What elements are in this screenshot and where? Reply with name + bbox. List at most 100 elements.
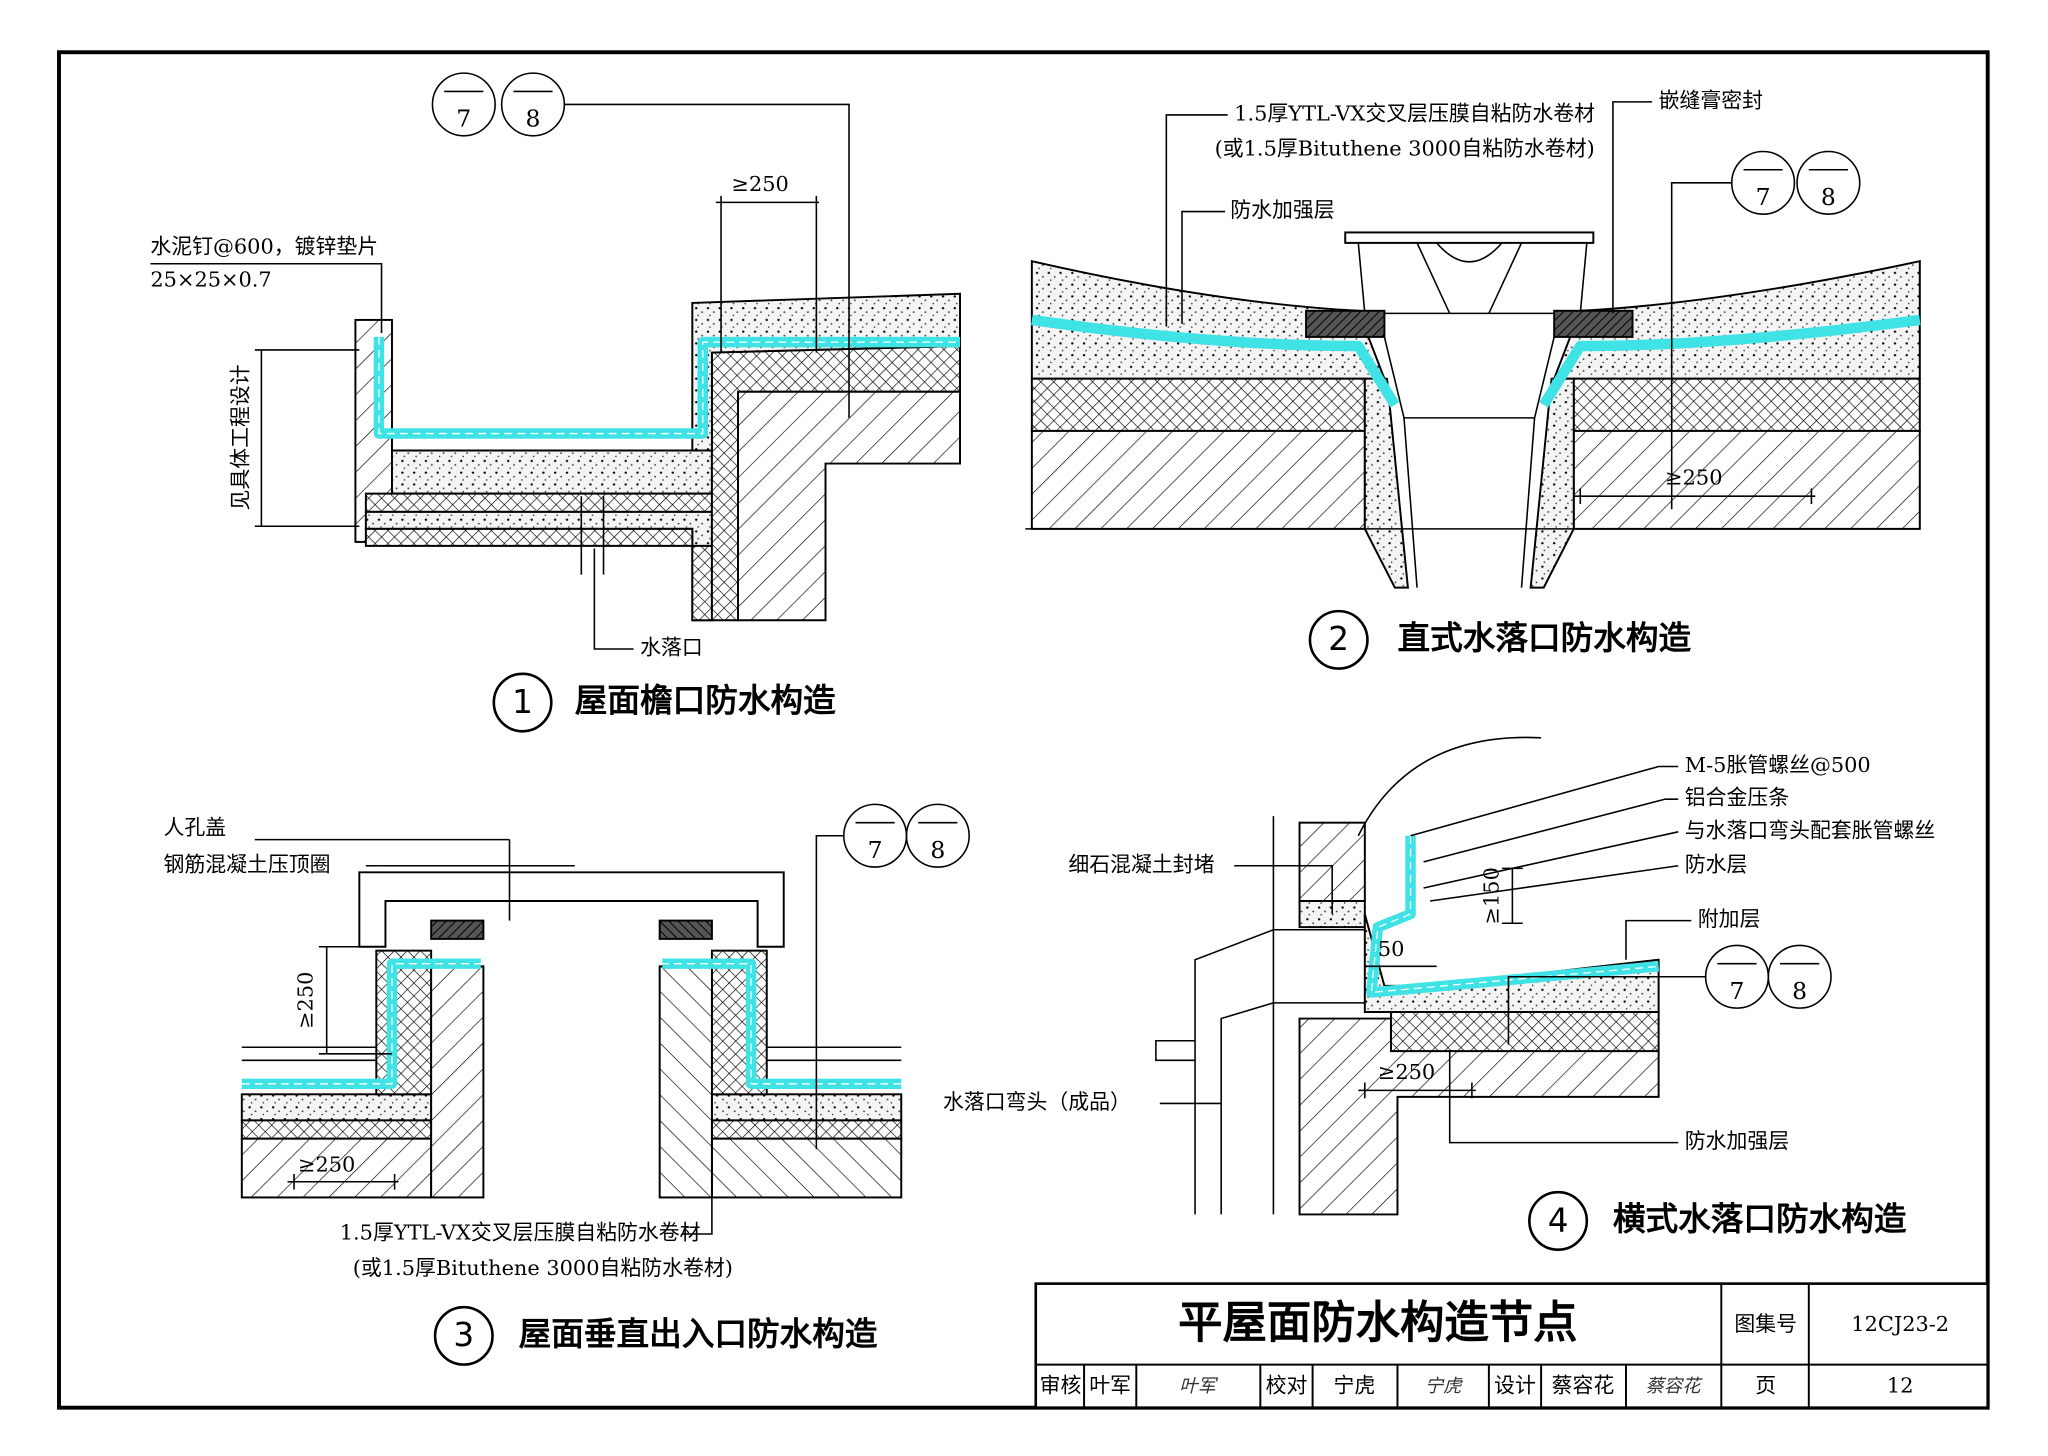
leader	[1448, 1051, 1679, 1144]
sheet-title: 平屋面防水构造节点	[1178, 1297, 1577, 1348]
designer: 蔡容花	[1552, 1373, 1615, 1397]
dimension	[1573, 488, 1816, 505]
label: 25×25×0.7	[150, 267, 271, 291]
label: ≥250	[1665, 466, 1722, 490]
screed	[390, 449, 713, 495]
label: ≥250	[731, 172, 788, 196]
ref-label: 8	[930, 836, 945, 864]
leader	[1625, 919, 1692, 960]
slab	[710, 1137, 903, 1199]
membrane	[1031, 314, 1400, 408]
membrane-line	[378, 336, 961, 435]
curb-wall	[430, 965, 485, 1199]
ref-label: 7	[868, 836, 883, 864]
ref-circle	[1796, 150, 1861, 215]
reviewer-signature: 叶军	[1179, 1376, 1218, 1397]
title-block-grid	[1035, 1283, 1988, 1408]
ref-label: 8	[1792, 977, 1807, 1005]
detail-title: 屋面檐口防水构造	[575, 682, 836, 720]
checker-label: 校对	[1266, 1373, 1308, 1397]
curb-right	[658, 919, 903, 1199]
label: ≥250	[1378, 1060, 1435, 1084]
ref-label: 7	[1756, 183, 1771, 211]
dimension	[287, 1173, 399, 1190]
dimension	[1501, 867, 1523, 925]
slab	[240, 1137, 433, 1199]
dimension	[318, 945, 392, 1055]
atlas-label: 图集号	[1734, 1312, 1797, 1336]
label: (或1.5厚Bituthene 3000自粘防水卷材)	[353, 1256, 733, 1280]
leader	[815, 834, 844, 1150]
ref-circle	[905, 803, 970, 868]
detail-title: 直式水落口防水构造	[1397, 619, 1691, 657]
label: (或1.5厚Bituthene 3000自粘防水卷材)	[1215, 137, 1595, 161]
leader	[1234, 864, 1333, 915]
ref-circle	[431, 72, 496, 137]
atlas-no: 12CJ23-2	[1851, 1312, 1949, 1336]
membrane-line	[1370, 835, 1659, 994]
label: 附加层	[1698, 907, 1761, 931]
designer-signature: 蔡容花	[1646, 1376, 1704, 1397]
membrane-line	[662, 963, 902, 1085]
screed	[691, 292, 961, 452]
label: 50	[1378, 937, 1405, 961]
leader	[580, 496, 634, 650]
dimension	[1358, 1082, 1476, 1099]
checker-signature: 宁虎	[1425, 1376, 1463, 1397]
leader	[1612, 101, 1653, 314]
dimension	[715, 195, 819, 353]
ref-circle	[500, 72, 566, 137]
drain-head	[1357, 242, 1588, 315]
detail-number: 4	[1548, 1201, 1569, 1239]
curb-left	[240, 919, 485, 1199]
leader	[1165, 114, 1228, 327]
leader	[564, 103, 850, 418]
ref-label: 8	[1821, 183, 1836, 211]
membrane-line	[241, 963, 481, 1085]
label: 1.5厚YTL-VX交叉层压膜自粘防水卷材	[340, 1221, 701, 1245]
leader	[681, 1149, 713, 1235]
curb-insulation	[375, 949, 433, 1096]
label: 水落口弯头（成品）	[943, 1090, 1131, 1114]
leader	[1507, 975, 1706, 1045]
label: 与水落口弯头配套胀管螺丝	[1685, 818, 1936, 842]
ring	[430, 919, 485, 940]
detail-title: 横式水落口防水构造	[1613, 1200, 1907, 1238]
drain-elbow	[1155, 736, 1542, 1215]
insulation	[240, 1119, 433, 1140]
label: 防水加强层	[1230, 198, 1334, 222]
page-number: 12	[1887, 1373, 1914, 1397]
sealant	[1553, 309, 1634, 338]
label: 嵌缝膏密封	[1659, 88, 1763, 112]
slab	[737, 390, 961, 622]
membrane	[1539, 314, 1921, 408]
label: 水落口	[640, 635, 703, 659]
slab	[1030, 429, 1366, 530]
label: 见具体工程设计	[228, 364, 252, 510]
leader	[1410, 765, 1679, 902]
ref-label: 8	[526, 105, 541, 133]
detail-number-circle	[1528, 1190, 1589, 1251]
detail-number: 2	[1328, 620, 1349, 658]
leader	[1181, 210, 1226, 324]
detail-4: M-5胀管螺丝@500 铝合金压条 与水落口弯头配套胀管螺丝 防水层 附加层 细…	[943, 736, 1936, 1251]
leader	[1670, 182, 1732, 510]
detail-3: 人孔盖 钢筋混凝土压顶圈 7 8 ≥250 ≥250 1.5厚YTL-VX交叉层…	[163, 803, 970, 1366]
title-block: 平屋面防水构造节点 图集号 12CJ23-2 审核 叶军 叶军 校对 宁虎 宁虎…	[1034, 1282, 1990, 1409]
label: 防水加强层	[1685, 1129, 1789, 1153]
insulation	[1572, 377, 1921, 432]
label: 钢筋混凝土压顶圈	[163, 852, 330, 876]
detail-2: 1.5厚YTL-VX交叉层压膜自粘防水卷材 (或1.5厚Bituthene 30…	[1025, 88, 1921, 670]
frame	[57, 50, 1990, 1410]
insulation	[710, 1119, 903, 1140]
insulation	[1389, 1011, 1660, 1053]
label: 1.5厚YTL-VX交叉层压膜自粘防水卷材	[1234, 101, 1595, 125]
drain-flange	[1344, 231, 1595, 244]
ref-label: 7	[456, 105, 471, 133]
detail-number: 3	[453, 1316, 474, 1354]
detail-number-circle	[433, 1305, 494, 1366]
label: ≥250	[298, 1153, 355, 1177]
